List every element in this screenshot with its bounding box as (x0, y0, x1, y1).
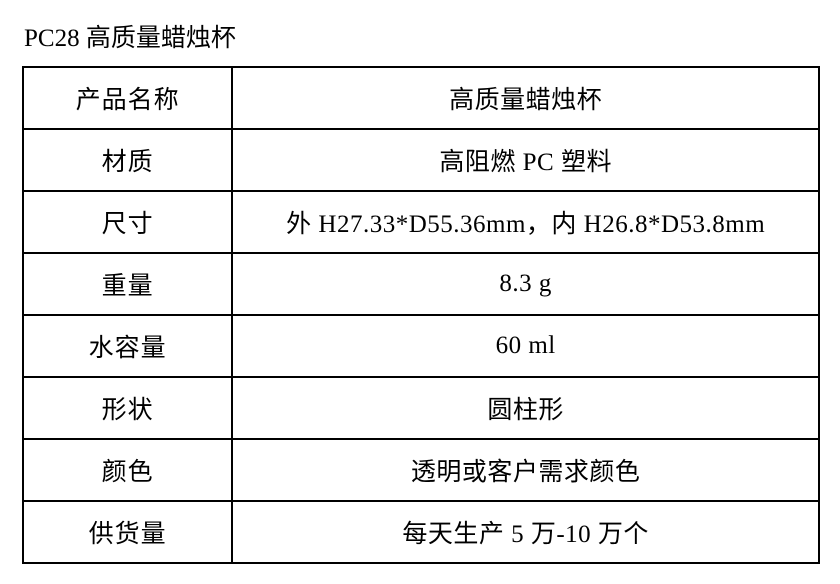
spec-label: 材质 (23, 129, 232, 191)
spec-value: 高阻燃 PC 塑料 (232, 129, 819, 191)
spec-value: 外 H27.33*D55.36mm，内 H26.8*D53.8mm (232, 191, 819, 253)
table-row: 尺寸 外 H27.33*D55.36mm，内 H26.8*D53.8mm (23, 191, 819, 253)
spec-label: 重量 (23, 253, 232, 315)
spec-value: 圆柱形 (232, 377, 819, 439)
table-row: 颜色 透明或客户需求颜色 (23, 439, 819, 501)
spec-label: 尺寸 (23, 191, 232, 253)
table-row: 水容量 60 ml (23, 315, 819, 377)
page-title: PC28 高质量蜡烛杯 (22, 18, 818, 54)
spec-value: 每天生产 5 万-10 万个 (232, 501, 819, 563)
spec-table: 产品名称 高质量蜡烛杯 材质 高阻燃 PC 塑料 尺寸 外 H27.33*D55… (22, 66, 820, 564)
spec-label: 供货量 (23, 501, 232, 563)
spec-label: 水容量 (23, 315, 232, 377)
spec-value: 60 ml (232, 315, 819, 377)
table-row: 材质 高阻燃 PC 塑料 (23, 129, 819, 191)
table-row: 产品名称 高质量蜡烛杯 (23, 67, 819, 129)
spec-label: 颜色 (23, 439, 232, 501)
table-row: 供货量 每天生产 5 万-10 万个 (23, 501, 819, 563)
spec-value: 8.3 g (232, 253, 819, 315)
spec-label: 形状 (23, 377, 232, 439)
table-row: 重量 8.3 g (23, 253, 819, 315)
spec-value: 透明或客户需求颜色 (232, 439, 819, 501)
table-row: 形状 圆柱形 (23, 377, 819, 439)
spec-value: 高质量蜡烛杯 (232, 67, 819, 129)
spec-label: 产品名称 (23, 67, 232, 129)
